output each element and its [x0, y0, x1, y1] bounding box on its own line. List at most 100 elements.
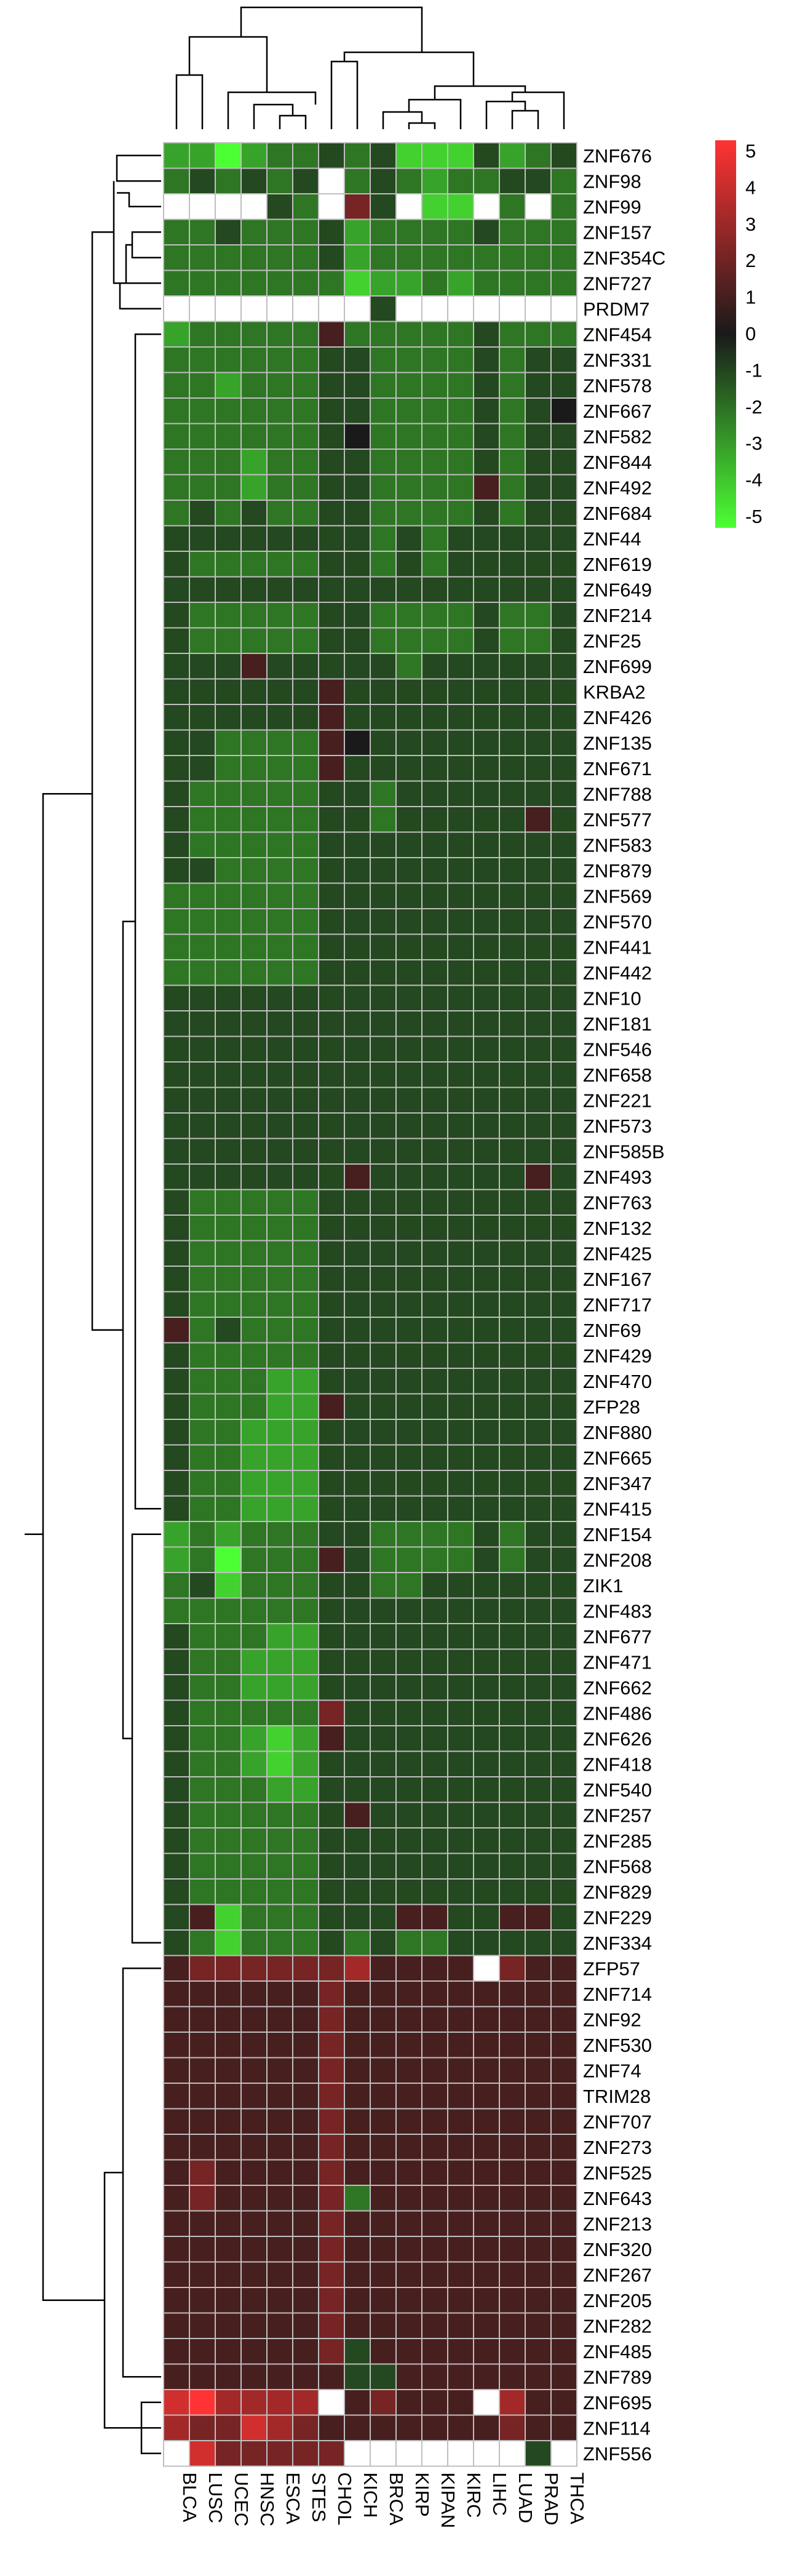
heatmap-cell [421, 2363, 448, 2390]
heatmap-cell [550, 551, 577, 578]
heatmap-cell [266, 449, 293, 476]
heatmap-cell [318, 1980, 345, 2008]
heatmap-cell [344, 627, 371, 654]
heatmap-cell [266, 2134, 293, 2161]
heatmap-cell [292, 984, 319, 1011]
row-label: ZNF662 [583, 1677, 652, 1699]
heatmap-cell [215, 2261, 242, 2288]
heatmap-cell [318, 372, 345, 399]
heatmap-cell [163, 1955, 190, 1982]
heatmap-cell [473, 831, 500, 858]
heatmap-cell [215, 1572, 242, 1599]
heatmap-cell [447, 525, 474, 552]
heatmap-cell [447, 1801, 474, 1828]
heatmap-cell [215, 908, 242, 935]
heatmap-cell [370, 551, 397, 578]
heatmap-cell [240, 2261, 268, 2288]
heatmap-cell [550, 1495, 577, 1522]
heatmap-cell [473, 2185, 500, 2212]
heatmap-cell [473, 780, 500, 807]
dendrogram-branch [113, 181, 120, 284]
row-label: ZNF74 [583, 2060, 641, 2081]
heatmap-cell [215, 704, 242, 731]
heatmap-cell [499, 1035, 526, 1063]
heatmap-cell [240, 1674, 268, 1701]
heatmap-cell [215, 2440, 242, 2467]
heatmap-cell [266, 908, 293, 935]
heatmap-cell [266, 2210, 293, 2237]
heatmap-cell [318, 1648, 345, 1675]
heatmap-cell [292, 1827, 319, 1854]
heatmap-cell [550, 1929, 577, 1956]
heatmap-cell [473, 2414, 500, 2441]
row-label: ZNF425 [583, 1243, 652, 1264]
heatmap-cell [550, 1061, 577, 1088]
heatmap-cell [163, 551, 190, 578]
heatmap-cell [395, 1801, 422, 1828]
heatmap-cell [421, 2261, 448, 2288]
heatmap-cell [292, 1980, 319, 2008]
heatmap-cell [292, 2389, 319, 2416]
heatmap-cell [499, 500, 526, 527]
row-label: ZNF665 [583, 1447, 652, 1469]
heatmap-cell [344, 1444, 371, 1471]
heatmap-cell [344, 474, 371, 501]
heatmap-cell [266, 2032, 293, 2059]
heatmap-cell [421, 1035, 448, 1063]
dendrogram-branch [343, 51, 475, 86]
heatmap-cell [473, 984, 500, 1011]
heatmap-cell [395, 1648, 422, 1675]
heatmap-cell [473, 1495, 500, 1522]
heatmap-cell [550, 780, 577, 807]
heatmap-cell [499, 167, 526, 194]
heatmap-cell [266, 2389, 293, 2416]
heatmap-cell [525, 1776, 552, 1803]
heatmap-cell [499, 2006, 526, 2033]
heatmap-cell [215, 2057, 242, 2084]
heatmap-cell [421, 1138, 448, 1165]
heatmap-cell [473, 2312, 500, 2339]
heatmap-cell [499, 269, 526, 297]
heatmap-cell [215, 423, 242, 450]
dendrogram-branch [119, 282, 161, 309]
heatmap-cell [292, 2134, 319, 2161]
heatmap-cell [550, 1904, 577, 1931]
heatmap-cell [525, 1061, 552, 1088]
heatmap-cell [318, 2159, 345, 2186]
heatmap-cell [292, 295, 319, 322]
heatmap-cell [473, 653, 500, 680]
heatmap-cell [550, 1266, 577, 1293]
heatmap-cell [421, 2338, 448, 2365]
dendrogram-branch [122, 1968, 161, 2378]
heatmap-cell [525, 295, 552, 322]
row-label: ZNF273 [583, 2137, 652, 2158]
heatmap-cell [240, 908, 268, 935]
heatmap-cell [240, 321, 268, 348]
heatmap-cell [215, 882, 242, 909]
heatmap-cell [525, 1163, 552, 1190]
heatmap-cell [266, 1061, 293, 1088]
row-label: ZNF154 [583, 1524, 652, 1545]
heatmap-cell [525, 397, 552, 425]
heatmap-cell [395, 372, 422, 399]
heatmap-cell [344, 2210, 371, 2237]
heatmap-cell [473, 1929, 500, 1956]
heatmap-cell [240, 1138, 268, 1165]
heatmap-cell [344, 959, 371, 986]
heatmap-cell [447, 1955, 474, 1982]
heatmap-cell [421, 295, 448, 322]
heatmap-cell [550, 2083, 577, 2110]
heatmap-cell [370, 321, 397, 348]
heatmap-cell [318, 1342, 345, 1369]
heatmap-cell [550, 1444, 577, 1471]
heatmap-cell [395, 1827, 422, 1854]
heatmap-cell [447, 933, 474, 960]
heatmap-cell [240, 423, 268, 450]
heatmap-cell [292, 602, 319, 629]
heatmap-cell [370, 704, 397, 731]
heatmap-cell [266, 1572, 293, 1599]
row-label: ZNF167 [583, 1269, 652, 1290]
row-label: ZNF671 [583, 758, 652, 780]
heatmap-cell [292, 1470, 319, 1497]
heatmap-cell [525, 1546, 552, 1573]
